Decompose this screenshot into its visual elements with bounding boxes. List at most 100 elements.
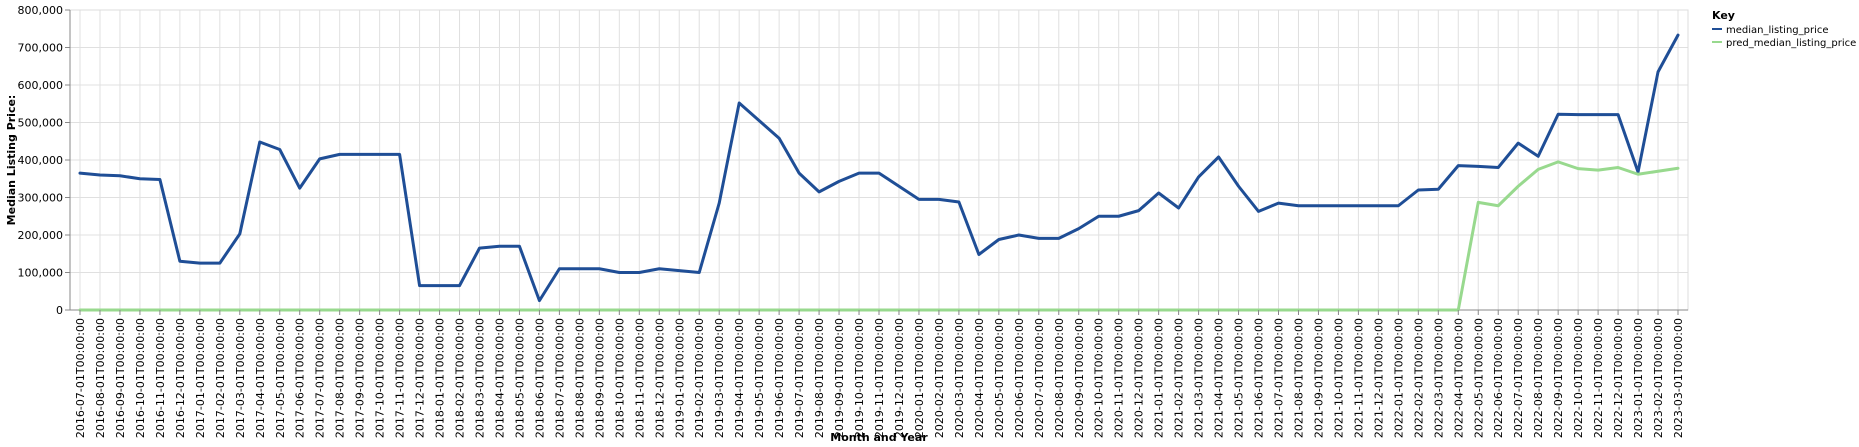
x-tick-label: 2018-10-01T00:00:00 [613, 318, 626, 438]
x-tick-label: 2019-04-01T00:00:00 [733, 318, 746, 438]
x-tick-label: 2022-03-01T00:00:00 [1432, 318, 1445, 438]
x-tick-label: 2020-03-01T00:00:00 [953, 318, 966, 438]
x-tick-label: 2019-02-01T00:00:00 [693, 318, 706, 438]
x-tick-label: 2021-10-01T00:00:00 [1332, 318, 1345, 438]
x-tick-label: 2021-06-01T00:00:00 [1253, 318, 1266, 438]
x-tick-label: 2017-08-01T00:00:00 [334, 318, 347, 438]
legend-title: Key [1712, 9, 1735, 22]
x-tick-label: 2022-04-01T00:00:00 [1452, 318, 1465, 438]
x-tick-label: 2019-08-01T00:00:00 [813, 318, 826, 438]
x-tick-label: 2022-08-01T00:00:00 [1532, 318, 1545, 438]
legend-label-pred_median_listing_price: pred_median_listing_price [1726, 38, 1856, 49]
x-tick-label: 2019-07-01T00:00:00 [793, 318, 806, 438]
x-tick-label: 2017-04-01T00:00:00 [254, 318, 267, 438]
x-tick-label: 2017-11-01T00:00:00 [394, 318, 407, 438]
x-tick-label: 2020-06-01T00:00:00 [1013, 318, 1026, 438]
x-tick-label: 2017-05-01T00:00:00 [274, 318, 287, 438]
x-tick-label: 2022-06-01T00:00:00 [1492, 318, 1505, 438]
x-tick-label: 2020-07-01T00:00:00 [1033, 318, 1046, 438]
x-tick-label: 2016-12-01T00:00:00 [174, 318, 187, 438]
x-tick-label: 2018-12-01T00:00:00 [653, 318, 666, 438]
x-tick-label: 2019-10-01T00:00:00 [853, 318, 866, 438]
y-axis-ticks: 0 100,000 200,000 300,000 400,000 500,000 600,… [18, 4, 70, 317]
x-tick-label: 2019-11-01T00:00:00 [873, 318, 886, 438]
x-tick-label: 2018-04-01T00:00:00 [493, 318, 506, 438]
x-tick-label: 2022-05-01T00:00:00 [1472, 318, 1485, 438]
y-tick-label: 600,000 [18, 79, 64, 92]
x-tick-label: 2021-05-01T00:00:00 [1233, 318, 1246, 438]
y-tick-label: 500,000 [18, 117, 64, 130]
x-tick-label: 2020-09-01T00:00:00 [1073, 318, 1086, 438]
x-tick-label: 2017-06-01T00:00:00 [294, 318, 307, 438]
x-tick-label: 2019-03-01T00:00:00 [713, 318, 726, 438]
x-tick-label: 2020-08-01T00:00:00 [1053, 318, 1066, 438]
x-tick-label: 2020-12-01T00:00:00 [1133, 318, 1146, 438]
x-tick-label: 2022-10-01T00:00:00 [1572, 318, 1585, 438]
x-tick-label: 2016-11-01T00:00:00 [154, 318, 167, 438]
x-tick-label: 2017-10-01T00:00:00 [374, 318, 387, 438]
y-axis-title: Median Listing Price: [5, 95, 18, 226]
y-tick-label: 700,000 [18, 42, 64, 55]
x-tick-label: 2023-02-01T00:00:00 [1652, 318, 1665, 438]
x-tick-label: 2021-03-01T00:00:00 [1193, 318, 1206, 438]
x-tick-label: 2018-05-01T00:00:00 [513, 318, 526, 438]
gridlines [70, 9, 1688, 311]
x-tick-label: 2018-11-01T00:00:00 [633, 318, 646, 438]
x-tick-label: 2019-01-01T00:00:00 [673, 318, 686, 438]
x-tick-label: 2020-05-01T00:00:00 [993, 318, 1006, 438]
x-tick-label: 2020-10-01T00:00:00 [1093, 318, 1106, 438]
x-tick-label: 2019-09-01T00:00:00 [833, 318, 846, 438]
y-tick-label: 300,000 [18, 192, 64, 205]
x-tick-label: 2018-01-01T00:00:00 [434, 318, 447, 438]
y-tick-label: 0 [56, 304, 63, 317]
y-tick-label: 400,000 [18, 154, 64, 167]
x-tick-label: 2017-01-01T00:00:00 [194, 318, 207, 438]
x-tick-label: 2021-08-01T00:00:00 [1292, 318, 1305, 438]
x-tick-label: 2021-09-01T00:00:00 [1312, 318, 1325, 438]
x-tick-label: 2018-03-01T00:00:00 [474, 318, 487, 438]
x-tick-label: 2023-03-01T00:00:00 [1672, 318, 1685, 438]
y-tick-label: 200,000 [18, 229, 64, 242]
x-tick-label: 2021-11-01T00:00:00 [1352, 318, 1365, 438]
x-tick-label: 2019-05-01T00:00:00 [753, 318, 766, 438]
x-tick-label: 2017-12-01T00:00:00 [414, 318, 427, 438]
x-tick-label: 2016-10-01T00:00:00 [134, 318, 147, 438]
x-tick-label: 2018-07-01T00:00:00 [553, 318, 566, 438]
x-tick-label: 2022-11-01T00:00:00 [1592, 318, 1605, 438]
series-line-median_listing_price [78, 33, 1680, 303]
legend: Key median_listing_price pred_median_list… [1712, 9, 1856, 49]
x-axis-title: Month and Year [830, 431, 928, 444]
x-tick-label: 2016-08-01T00:00:00 [94, 318, 107, 438]
x-tick-label: 2017-09-01T00:00:00 [354, 318, 367, 438]
x-tick-label: 2016-07-01T00:00:00 [74, 318, 87, 438]
x-tick-label: 2021-07-01T00:00:00 [1273, 318, 1286, 438]
x-tick-label: 2020-04-01T00:00:00 [973, 318, 986, 438]
x-tick-label: 2019-12-01T00:00:00 [893, 318, 906, 438]
y-tick-label: 100,000 [18, 267, 64, 280]
x-tick-label: 2018-02-01T00:00:00 [454, 318, 467, 438]
x-tick-label: 2022-01-01T00:00:00 [1392, 318, 1405, 438]
x-tick-label: 2020-01-01T00:00:00 [913, 318, 926, 438]
x-tick-label: 2016-09-01T00:00:00 [114, 318, 127, 438]
x-tick-label: 2018-09-01T00:00:00 [593, 318, 606, 438]
x-tick-label: 2020-02-01T00:00:00 [933, 318, 946, 438]
x-tick-label: 2022-07-01T00:00:00 [1512, 318, 1525, 438]
x-tick-label: 2022-12-01T00:00:00 [1612, 318, 1625, 438]
y-tick-label: 800,000 [18, 4, 64, 17]
x-tick-label: 2023-01-01T00:00:00 [1632, 318, 1645, 438]
x-tick-label: 2018-06-01T00:00:00 [533, 318, 546, 438]
legend-label-median_listing_price: median_listing_price [1726, 25, 1829, 36]
x-tick-label: 2021-01-01T00:00:00 [1153, 318, 1166, 438]
x-tick-label: 2021-04-01T00:00:00 [1213, 318, 1226, 438]
x-tick-label: 2018-08-01T00:00:00 [573, 318, 586, 438]
x-tick-label: 2017-02-01T00:00:00 [214, 318, 227, 438]
x-tick-label: 2017-07-01T00:00:00 [314, 318, 327, 438]
x-tick-label: 2021-12-01T00:00:00 [1372, 318, 1385, 438]
x-tick-label: 2022-02-01T00:00:00 [1412, 318, 1425, 438]
x-tick-label: 2019-06-01T00:00:00 [773, 318, 786, 438]
x-tick-label: 2021-02-01T00:00:00 [1173, 318, 1186, 438]
x-axis-ticks: 2016-07-01T00:00:00 2016-08-01T00:00:00 20… [74, 310, 1685, 438]
x-tick-label: 2017-03-01T00:00:00 [234, 318, 247, 438]
